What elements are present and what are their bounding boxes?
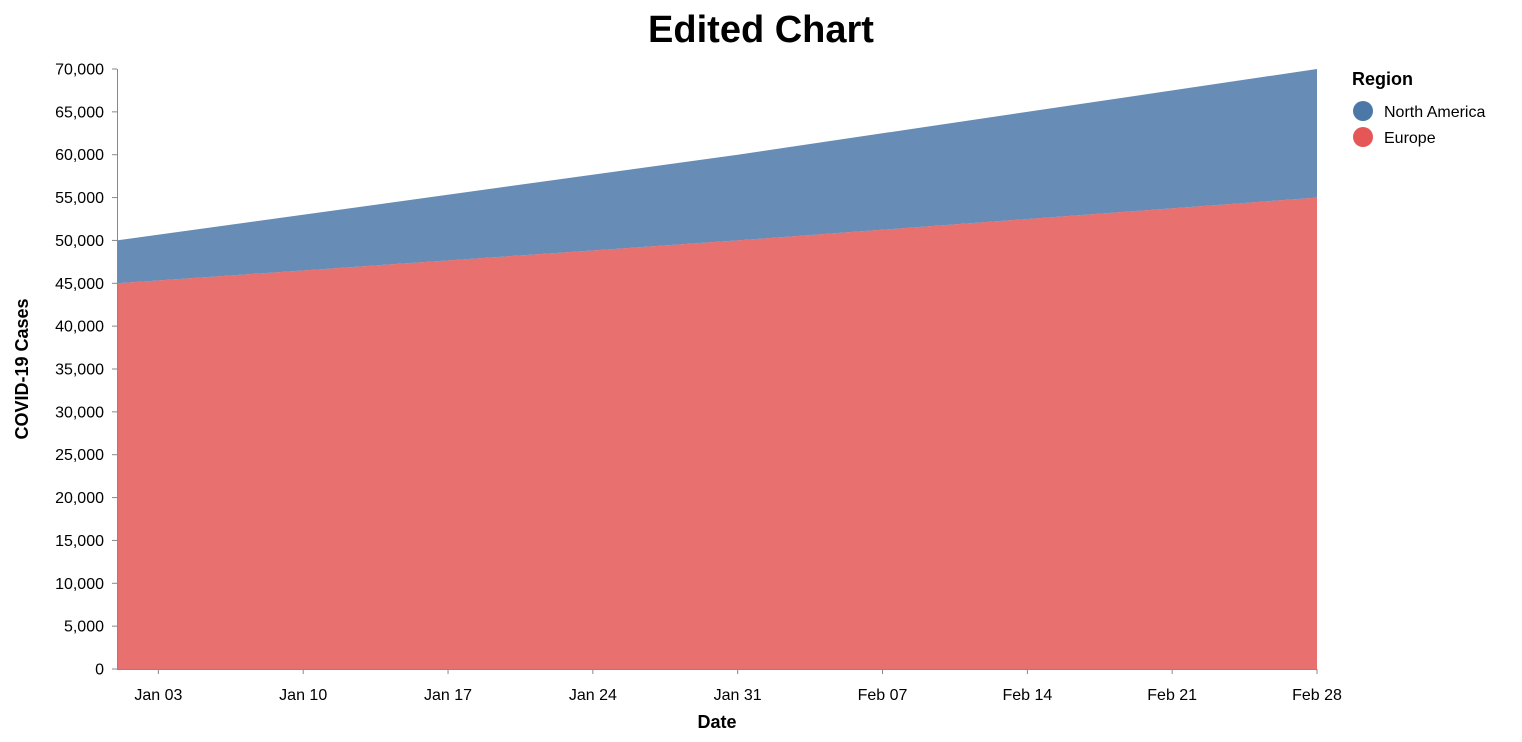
legend-label: North America (1384, 104, 1485, 121)
y-tick-label: 30,000 (55, 404, 104, 421)
x-tick-label: Feb 28 (1292, 687, 1342, 704)
y-tick-label: 65,000 (55, 104, 104, 121)
y-tick-label: 25,000 (55, 447, 104, 464)
y-tick-label: 5,000 (64, 619, 104, 636)
y-tick-label: 15,000 (55, 533, 104, 550)
y-axis-title: COVID-19 Cases (12, 298, 32, 439)
area-north-america (117, 69, 1317, 284)
y-tick-label: 35,000 (55, 362, 104, 379)
x-tick-label: Jan 24 (569, 687, 617, 704)
x-tick-label: Feb 21 (1147, 687, 1197, 704)
y-tick-label: 50,000 (55, 233, 104, 250)
chart-title: Edited Chart (648, 9, 874, 51)
x-axis: Jan 03 Jan 10 Jan 17 Jan 24 Jan 31 Feb 07 Feb … (117, 669, 1342, 704)
x-tick-label: Feb 14 (1002, 687, 1052, 704)
y-axis: 0 5,000 10,000 15,000 20,000 25,000 30,000 35,0… (55, 62, 118, 679)
legend-swatch (1353, 127, 1373, 147)
x-tick-label: Jan 17 (424, 687, 472, 704)
y-tick-label: 45,000 (55, 276, 104, 293)
legend-title: Region (1352, 69, 1413, 89)
y-tick-label: 55,000 (55, 190, 104, 207)
y-tick-label: 60,000 (55, 147, 104, 164)
legend-label: Europe (1384, 130, 1436, 147)
area-europe (117, 197, 1317, 669)
area-series-group (117, 69, 1317, 669)
y-tick-label: 10,000 (55, 576, 104, 593)
y-tick-label: 70,000 (55, 62, 104, 79)
legend: Region North America Europe (1352, 69, 1485, 147)
x-tick-label: Jan 31 (714, 687, 762, 704)
x-tick-label: Jan 10 (279, 687, 327, 704)
x-tick-label: Feb 07 (858, 687, 908, 704)
legend-swatch (1353, 101, 1373, 121)
x-axis-title: Date (697, 712, 736, 732)
x-tick-label: Jan 03 (134, 687, 182, 704)
y-tick-label: 0 (95, 662, 104, 679)
y-tick-label: 40,000 (55, 319, 104, 336)
y-tick-label: 20,000 (55, 490, 104, 507)
